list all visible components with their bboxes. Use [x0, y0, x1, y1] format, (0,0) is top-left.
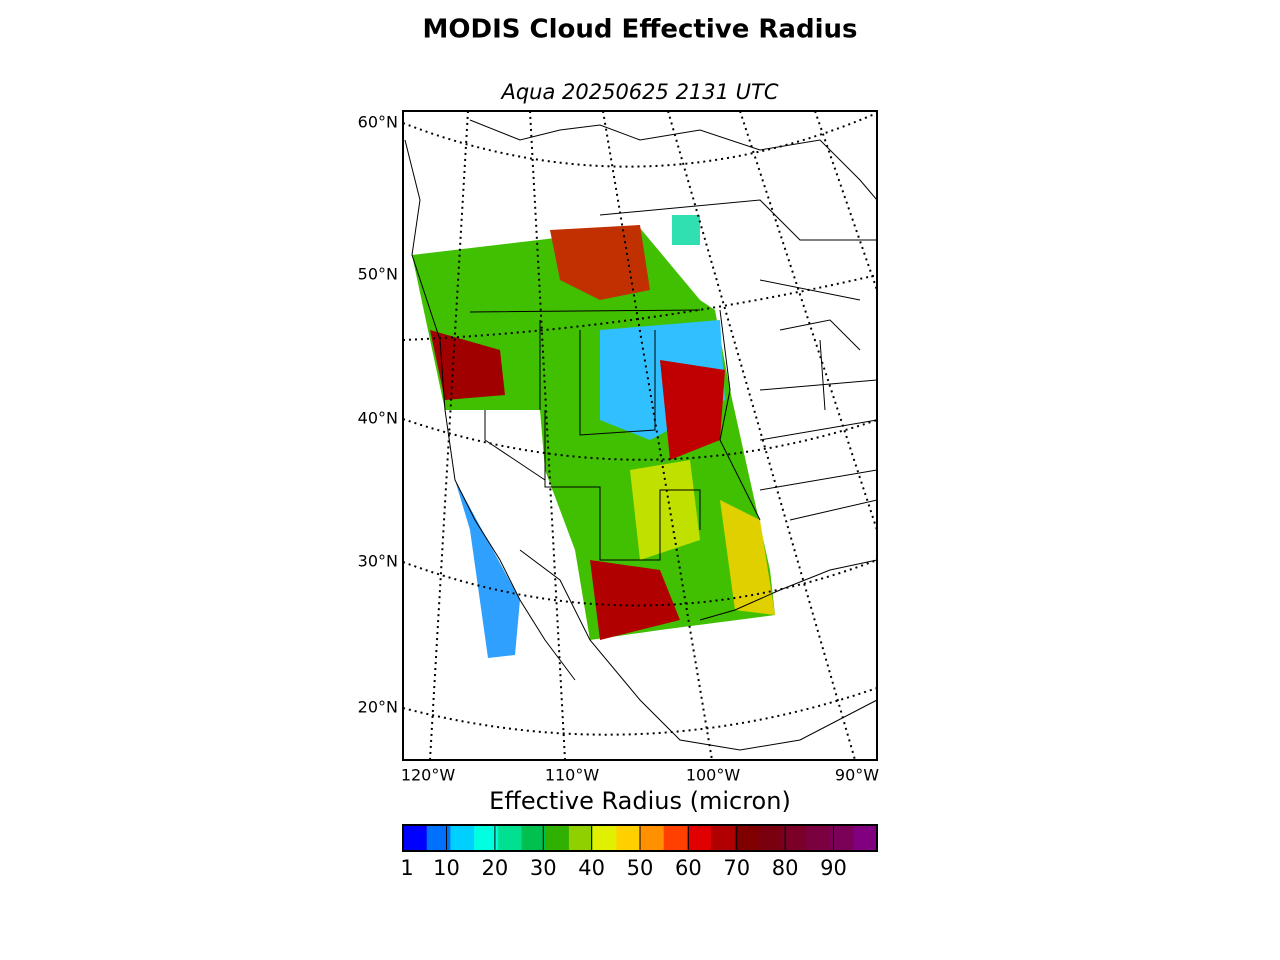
- map: [402, 110, 878, 761]
- colorbar-tick-label: 60: [675, 856, 702, 880]
- colorbar-segment: [592, 825, 617, 851]
- colorbar-segment: [687, 825, 712, 851]
- colorbar-label: Effective Radius (micron): [489, 787, 791, 815]
- lat-label: 50°N: [358, 265, 398, 284]
- lat-label: 30°N: [358, 552, 398, 571]
- colorbar-segment: [734, 825, 759, 851]
- lon-label: 100°W: [686, 766, 741, 785]
- colorbar-segment: [450, 825, 475, 851]
- colorbar-tick-label: 90: [820, 856, 847, 880]
- colorbar-tick-label: 70: [723, 856, 750, 880]
- colorbar-segment: [711, 825, 736, 851]
- colorbar-segment: [497, 825, 522, 851]
- colorbar-segment: [616, 825, 641, 851]
- colorbar-tick-label: 50: [627, 856, 654, 880]
- title: MODIS Cloud Effective Radius: [423, 15, 858, 45]
- colorbar-segment: [521, 825, 546, 851]
- colorbar-segment: [474, 825, 499, 851]
- colorbar-segment: [545, 825, 570, 851]
- lat-label: 60°N: [358, 113, 398, 132]
- colorbar-segment: [426, 825, 451, 851]
- colorbar-segment: [403, 825, 428, 851]
- colorbar-segment: [782, 825, 807, 851]
- lat-label: 40°N: [358, 409, 398, 428]
- lon-label: 110°W: [545, 766, 600, 785]
- lon-label: 90°W: [835, 766, 879, 785]
- colorbar-segment: [758, 825, 783, 851]
- colorbar-segment: [568, 825, 594, 851]
- colorbar-tick-label: 10: [433, 856, 460, 880]
- colorbar-tick-label: 20: [482, 856, 509, 880]
- colorbar-tick-label: 80: [772, 856, 799, 880]
- colorbar-segment: [663, 825, 688, 851]
- colorbar-segment: [640, 825, 665, 851]
- colorbar-tick-label: 1: [400, 856, 413, 880]
- lon-label: 120°W: [401, 766, 456, 785]
- lat-label: 20°N: [358, 698, 398, 717]
- subtitle: Aqua 20250625 2131 UTC: [499, 80, 778, 104]
- colorbar-segment: [853, 825, 878, 851]
- colorbar-segment: [805, 825, 831, 851]
- colorbar: 1 10 20 30 40 50 60 70 80 90: [400, 825, 878, 880]
- colorbar-tick-label: 40: [578, 856, 605, 880]
- colorbar-tick-label: 30: [530, 856, 557, 880]
